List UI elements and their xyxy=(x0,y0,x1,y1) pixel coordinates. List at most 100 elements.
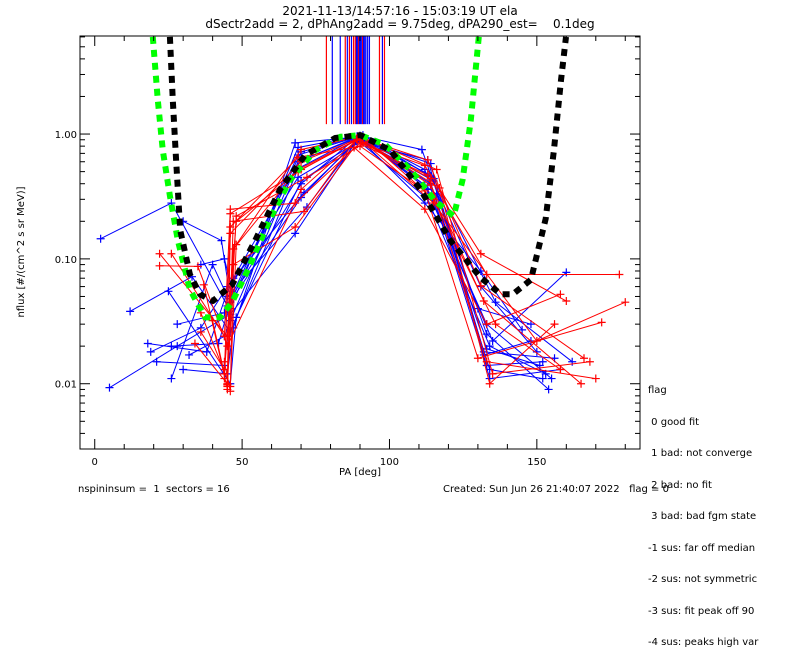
legend-item: 1 bad: not converge xyxy=(648,448,753,459)
series-marker-r9 xyxy=(232,212,241,221)
series-marker-b8 xyxy=(291,138,300,147)
series-marker-r2 xyxy=(615,270,624,279)
series-marker-r1 xyxy=(580,354,588,363)
chart-subtitle: dSectr2add = 2, dPhAng2add = 9.75deg, dP… xyxy=(205,17,595,31)
series-marker-r8 xyxy=(196,327,205,336)
x-tick-label: 150 xyxy=(527,457,546,468)
series-marker-r8 xyxy=(473,354,482,363)
series-marker-r11 xyxy=(621,298,630,307)
y-tick-label: 0.01 xyxy=(55,380,77,391)
series-marker-r3 xyxy=(476,249,485,258)
series-marker-r1 xyxy=(155,249,164,258)
series-marker-r9 xyxy=(485,379,494,388)
series-marker-r7 xyxy=(577,379,586,388)
y-tick-label: 1.00 xyxy=(55,130,77,141)
legend-item: -2 sus: not symmetric xyxy=(648,574,758,585)
series-line-b13 xyxy=(200,136,540,366)
series-marker-r4 xyxy=(491,320,500,329)
series-marker-b8 xyxy=(179,365,188,374)
legend-item: 2 bad: no fit xyxy=(648,479,712,491)
footer-created-info: Created: Sun Jun 26 21:40:07 2022 flag =… xyxy=(443,484,669,495)
series-line-r11 xyxy=(226,137,626,387)
series-marker-r11 xyxy=(223,380,232,389)
series-line-b4 xyxy=(147,138,567,353)
series-marker-r6 xyxy=(232,240,241,249)
data-layer xyxy=(96,36,630,396)
series-marker-b4 xyxy=(143,339,152,348)
flag-legend: flag 0 good fit 1 bad: not converge 2 ba… xyxy=(648,365,758,659)
series-marker-r10 xyxy=(556,290,565,299)
series-marker-r10 xyxy=(226,387,235,396)
footer-sectors-info: nspininsum = 1 sectors = 16 xyxy=(78,484,230,495)
series-marker-b11 xyxy=(538,374,547,383)
black-fit xyxy=(166,36,569,304)
series-marker-r7 xyxy=(479,296,488,305)
series-marker-r10 xyxy=(482,320,491,329)
series-marker-r9 xyxy=(302,173,311,182)
series-line-r3 xyxy=(170,142,567,338)
series-marker-r10 xyxy=(220,357,229,366)
chart-title: 2021-11-13/14:57:16 - 15:03:19 UT ela xyxy=(282,4,518,18)
series-line-b5 xyxy=(156,137,532,367)
series-marker-b3 xyxy=(126,307,135,316)
series-marker-b14 xyxy=(568,357,577,366)
series-marker-r8 xyxy=(597,318,606,327)
series-marker-r4 xyxy=(556,365,565,374)
series-marker-r2 xyxy=(193,262,202,271)
series-marker-b2 xyxy=(105,383,114,392)
series-marker-b8 xyxy=(482,330,491,339)
series-marker-r8 xyxy=(220,365,229,374)
series-marker-r10 xyxy=(291,223,300,232)
series-marker-b10 xyxy=(518,325,527,334)
series-line-b2 xyxy=(109,139,546,389)
legend-title: flag xyxy=(648,385,667,396)
series-marker-b7 xyxy=(167,374,176,383)
legend-item: -4 sus: peaks high var xyxy=(648,637,759,648)
series-marker-r9 xyxy=(435,183,444,192)
series-marker-b14 xyxy=(217,236,226,245)
x-tick-label: 0 xyxy=(92,457,98,468)
series-marker-b12 xyxy=(185,350,194,359)
series-marker-b11 xyxy=(146,347,155,356)
series-marker-r1 xyxy=(423,155,432,164)
series-marker-r3 xyxy=(167,249,176,258)
series-line-b14 xyxy=(182,134,573,363)
series-marker-b4 xyxy=(562,268,571,277)
series-marker-r9 xyxy=(550,320,559,329)
series-marker-b12 xyxy=(417,145,426,154)
series-marker-r4 xyxy=(190,339,199,348)
series-marker-b14 xyxy=(491,298,500,307)
series-marker-r2 xyxy=(223,342,232,351)
series-marker-r3 xyxy=(291,199,300,208)
series-marker-r11 xyxy=(532,336,541,345)
y-axis-label: nflux [#/(cm^2 s sr MeV)] xyxy=(16,186,27,318)
x-axis-label: PA [deg] xyxy=(338,467,382,478)
series-marker-r10 xyxy=(229,260,238,269)
series-marker-b9 xyxy=(164,287,173,296)
series-marker-r11 xyxy=(226,209,235,218)
series-marker-r3 xyxy=(562,296,571,305)
green-fit xyxy=(149,36,482,321)
series-marker-b4 xyxy=(488,336,497,345)
series-marker-r10 xyxy=(350,143,359,152)
legend-item: 0 good fit xyxy=(648,416,700,428)
series-line-r8 xyxy=(200,145,602,372)
series-marker-r6 xyxy=(585,357,594,366)
y-tick-label: 0.10 xyxy=(55,255,77,266)
series-marker-r7 xyxy=(199,280,208,289)
series-marker-b1 xyxy=(96,234,105,243)
series-marker-b1 xyxy=(547,374,556,383)
series-line-b3 xyxy=(129,135,538,353)
series-marker-r6 xyxy=(432,165,441,174)
series-line-r9 xyxy=(223,141,555,386)
series-line-r5 xyxy=(212,140,596,380)
series-marker-r6 xyxy=(297,145,306,154)
plot-area: 0 50 100 150 0.01 0.10 1.00 xyxy=(55,35,641,468)
x-tick-label: 50 xyxy=(236,457,249,468)
legend-item: -3 sus: fit peak off 90 xyxy=(648,605,755,617)
series-marker-b11 xyxy=(485,365,494,374)
series-marker-b3 xyxy=(532,347,541,356)
legend-item: 3 bad: bad fgm state xyxy=(648,511,757,522)
x-tick-label: 100 xyxy=(380,457,399,468)
series-marker-r2 xyxy=(297,185,306,194)
